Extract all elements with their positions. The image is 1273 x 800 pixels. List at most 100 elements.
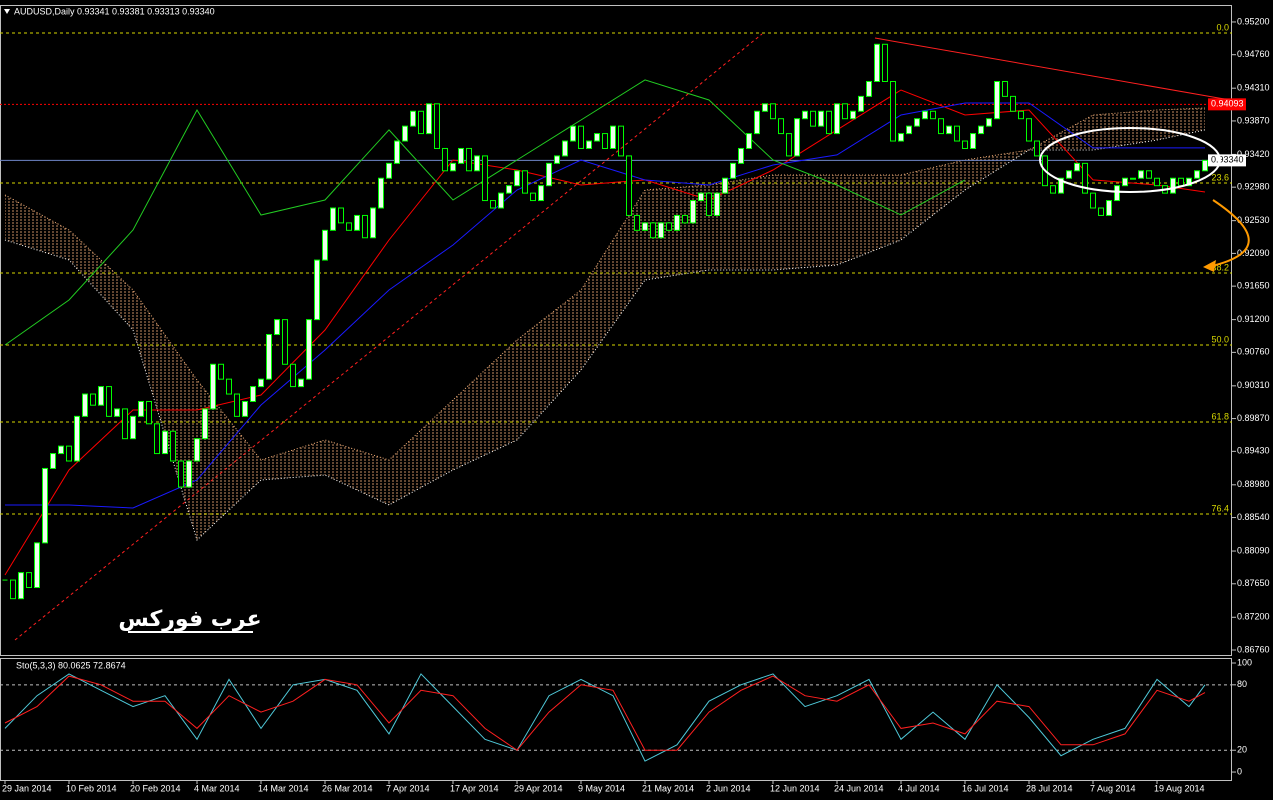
candle [146, 400, 152, 425]
candle [730, 162, 736, 179]
candle [242, 400, 248, 417]
candle [122, 408, 128, 440]
candle [1186, 177, 1192, 187]
fib-label: 0.0 [1216, 22, 1229, 32]
candle [290, 363, 296, 388]
candle [410, 110, 416, 127]
candle [394, 140, 400, 164]
candle [634, 214, 640, 231]
candle [770, 103, 776, 120]
candle [698, 192, 704, 202]
candle [802, 110, 808, 120]
highlight-ellipse [1039, 127, 1221, 193]
candle [362, 214, 368, 239]
x-tick-label: 20 Feb 2014 [130, 783, 181, 793]
fib-label: 23.6 [1211, 172, 1229, 182]
candle [610, 125, 616, 149]
x-tick-label: 7 Aug 2014 [1090, 783, 1136, 793]
x-tick-label: 19 Aug 2014 [1154, 783, 1205, 793]
candle [594, 133, 600, 142]
chart-title: AUDUSD,Daily 0.93341 0.93381 0.93313 0.9… [14, 6, 215, 16]
cloud-span-b [4, 129, 1206, 541]
candle [810, 110, 816, 127]
candle [914, 118, 920, 127]
candle [106, 386, 112, 417]
candle [650, 222, 656, 239]
candle [498, 192, 504, 209]
candle [922, 110, 928, 120]
y-tick-label: 0.93420 [1237, 149, 1270, 159]
candle [1050, 185, 1056, 194]
y-tick-label: 0.87650 [1237, 578, 1270, 588]
menu-triangle [4, 9, 10, 14]
y-tick-label: 0.88090 [1237, 545, 1270, 555]
candle [378, 177, 384, 209]
candle [10, 579, 16, 600]
candle [434, 103, 440, 149]
candle [930, 110, 936, 120]
y-tick-label: 0.93870 [1237, 115, 1270, 125]
candle [1130, 177, 1136, 180]
candle [826, 110, 832, 135]
candle [130, 415, 136, 440]
candle [794, 118, 800, 157]
candle [250, 386, 256, 402]
x-tick-label: 29 Jan 2014 [2, 783, 52, 793]
y-tick-label: 0.89430 [1237, 446, 1270, 456]
y-tick-label: 0.90760 [1237, 347, 1270, 357]
candle [154, 423, 160, 455]
x-tick-label: 24 Jun 2014 [834, 783, 884, 793]
x-tick-label: 2 Jun 2014 [706, 783, 751, 793]
candle [778, 118, 784, 135]
y-tick-label: 0.87200 [1237, 612, 1270, 622]
candle [514, 170, 520, 187]
candle [946, 125, 952, 135]
candle [1154, 177, 1160, 187]
candle [906, 125, 912, 135]
candle [306, 319, 312, 380]
arrow-head [1203, 260, 1216, 272]
candle [82, 393, 88, 417]
candle [554, 155, 560, 164]
candle [994, 80, 1000, 120]
candle [258, 378, 264, 388]
y-tick-label: 0.90310 [1237, 380, 1270, 390]
candle [234, 393, 240, 417]
candle [1082, 162, 1088, 194]
arrow [1211, 199, 1250, 267]
x-tick-label: 7 Apr 2014 [386, 783, 430, 793]
candle [50, 453, 56, 469]
candle [322, 229, 328, 261]
candle [538, 185, 544, 202]
watermark: عرب فوركس [118, 607, 261, 632]
y-tick-label: 0.91200 [1237, 314, 1270, 324]
candle [66, 445, 72, 462]
x-tick-label: 4 Jul 2014 [898, 783, 940, 793]
stoch-line [4, 675, 1206, 751]
candle [298, 378, 304, 388]
candle [1034, 140, 1040, 157]
cloud-fill [5, 108, 1205, 540]
candle [1106, 200, 1112, 216]
candle [506, 185, 512, 194]
candle [210, 363, 216, 410]
candle [194, 438, 200, 462]
candle [1138, 170, 1144, 179]
candle [226, 378, 232, 395]
candle [642, 222, 648, 231]
main-layer: 0.95200 0.94760 0.94310 0.93870 0.93420 0.929… [0, 16, 1270, 793]
y-tick-label: 0.89870 [1237, 413, 1270, 423]
candle [402, 125, 408, 142]
trend-line [874, 37, 1231, 101]
x-tick-label: 26 Mar 2014 [322, 783, 373, 793]
candle [962, 140, 968, 149]
y-tick-label: 0.92090 [1237, 248, 1270, 258]
candle [1002, 80, 1008, 97]
candle [202, 408, 208, 440]
candle [818, 110, 824, 127]
candle [850, 110, 856, 120]
candle [138, 400, 144, 417]
x-tick-label: 29 Apr 2014 [514, 783, 563, 793]
candle [866, 80, 872, 97]
